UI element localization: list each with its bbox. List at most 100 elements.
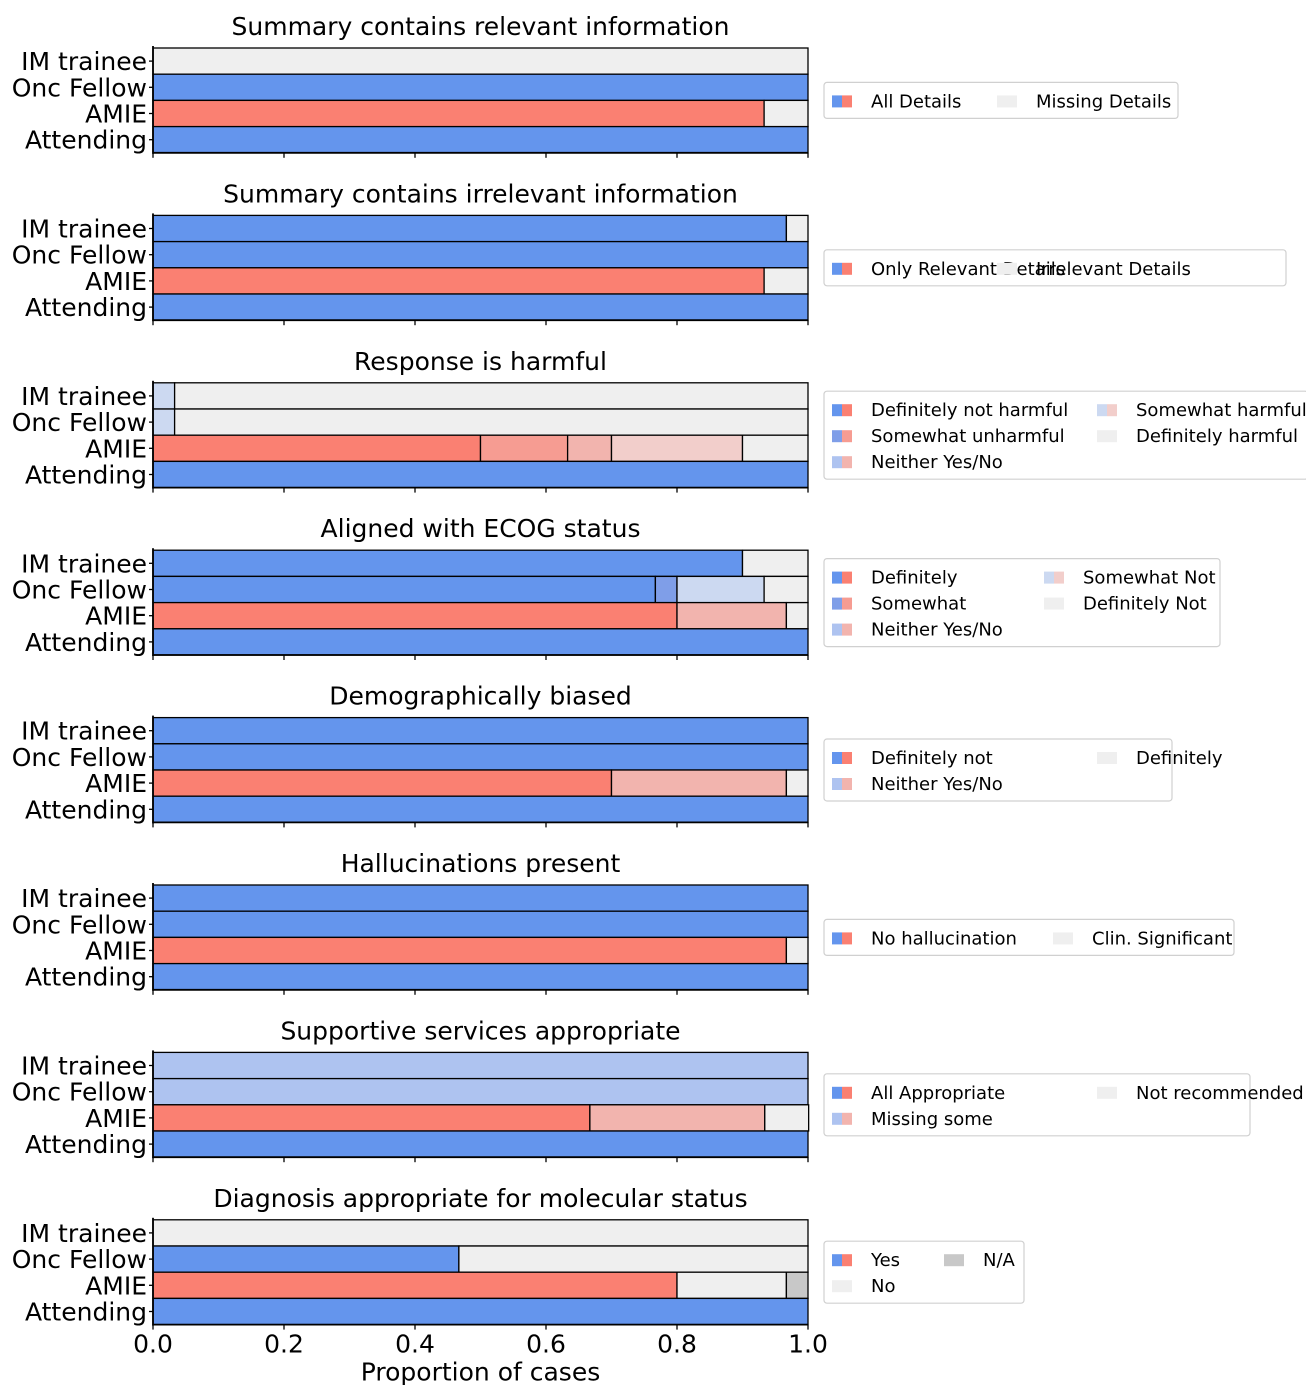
category-label: Attending — [25, 1130, 147, 1159]
legend-swatch — [842, 95, 852, 108]
legend-swatch — [832, 1086, 842, 1099]
legend-swatch — [842, 1280, 852, 1293]
x-tick-label: 0.2 — [264, 1330, 304, 1359]
legend-label: Somewhat Not — [1083, 568, 1216, 589]
legend-swatch — [832, 430, 842, 443]
chart-panel: Summary contains irrelevant information I… — [12, 179, 1287, 326]
bar-segment — [173, 408, 809, 436]
legend-label: Definitely — [871, 568, 958, 589]
category-label: AMIE — [85, 602, 147, 631]
category-label: Attending — [25, 461, 147, 490]
category-label: IM trainee — [21, 215, 147, 244]
category-label: IM trainee — [21, 884, 147, 913]
x-tick-label: 0.6 — [526, 1330, 566, 1359]
legend: No hallucination Clin. Significant — [823, 918, 1235, 957]
chart-panel: Summary contains relevant information IM … — [12, 12, 1179, 158]
panel-title: Demographically biased — [329, 682, 632, 711]
legend-label: Neither Yes/No — [871, 452, 1003, 473]
bar-segment — [763, 575, 809, 604]
legend-label: Clin. Significant — [1092, 928, 1232, 949]
bar-segment — [152, 408, 176, 436]
legend: Yes No N/A — [823, 1240, 1025, 1304]
category-label: Onc Fellow — [12, 576, 147, 605]
bar-segment — [152, 795, 809, 824]
bar-segment — [741, 549, 809, 578]
legend-label: Somewhat unharmful — [871, 426, 1065, 447]
legend-label: Definitely — [1136, 748, 1223, 769]
legend-label: Neither Yes/No — [871, 620, 1003, 641]
x-tick-label: 0.4 — [395, 1330, 435, 1359]
x-tick-label: 1.0 — [788, 1330, 828, 1359]
bar-segment — [152, 293, 809, 321]
legend-label: Somewhat — [871, 594, 966, 615]
bar-segment — [785, 769, 809, 797]
legend-swatch — [832, 262, 842, 275]
legend-swatch — [1063, 932, 1073, 945]
bar-segment — [152, 99, 765, 128]
bar-segment — [566, 434, 613, 463]
legend-label: Somewhat harmful — [1136, 400, 1306, 421]
category-label: IM trainee — [21, 1052, 147, 1081]
legend-label: Missing Details — [1036, 91, 1171, 112]
legend-swatch — [832, 456, 842, 469]
category-label: AMIE — [85, 1104, 147, 1133]
category-label: Onc Fellow — [12, 1078, 147, 1107]
legend: All Details Missing Details — [823, 81, 1179, 120]
category-label: IM trainee — [21, 717, 147, 746]
bar-segment — [152, 1297, 809, 1326]
bar-segment — [152, 47, 809, 75]
legend-swatch — [842, 623, 852, 636]
panel-title: Hallucinations present — [341, 849, 621, 878]
chart-panel: Supportive services appropriate IM traine… — [12, 1016, 1304, 1163]
legend-label: Not recommended — [1136, 1083, 1304, 1104]
legend-swatch — [842, 262, 852, 275]
bar-segment — [676, 601, 788, 630]
legend: All Appropriate Missing some Not recommend… — [823, 1073, 1304, 1137]
bar-segment — [152, 73, 809, 102]
bar-segment — [610, 769, 788, 797]
legend-label: Definitely Not — [1083, 594, 1207, 615]
legend-swatch — [842, 571, 852, 584]
bar-segment — [741, 434, 809, 463]
x-axis-label: Proportion of cases — [361, 1358, 600, 1385]
category-label: Attending — [25, 1298, 147, 1327]
legend-box — [823, 1240, 1025, 1304]
legend-swatch — [1107, 404, 1117, 417]
bar-segment — [152, 460, 809, 489]
category-label: Attending — [25, 963, 147, 992]
legend-label: Definitely harmful — [1136, 426, 1298, 447]
legend-label: Definitely not harmful — [871, 400, 1068, 421]
category-label: AMIE — [85, 769, 147, 798]
legend-swatch — [842, 1086, 852, 1099]
legend: Definitely not harmful Somewhat unharmful… — [823, 390, 1306, 480]
category-label: Onc Fellow — [12, 73, 147, 102]
legend-swatch — [1053, 932, 1063, 945]
category-label: Onc Fellow — [12, 1245, 147, 1274]
category-label: Attending — [25, 293, 147, 322]
panel-title: Aligned with ECOG status — [321, 514, 641, 543]
bar-segment — [152, 575, 657, 604]
category-label: AMIE — [85, 100, 147, 129]
legend-swatch — [842, 597, 852, 610]
legend-swatch — [832, 1280, 842, 1293]
legend-swatch — [832, 1254, 842, 1267]
category-label: AMIE — [85, 434, 147, 463]
chart-panel: Diagnosis appropriate for molecular stat… — [12, 1184, 1025, 1385]
legend-swatch — [1054, 571, 1064, 584]
legend-label: All Details — [871, 91, 961, 112]
legend-label: All Appropriate — [871, 1083, 1005, 1104]
bar-segment — [152, 267, 765, 295]
legend-swatch — [1097, 430, 1107, 443]
legend-swatch — [832, 623, 842, 636]
panel-title: Supportive services appropriate — [280, 1016, 680, 1045]
category-label: IM trainee — [21, 47, 147, 76]
category-label: Attending — [25, 126, 147, 155]
legend-box — [823, 249, 1287, 287]
legend-box — [823, 557, 1221, 648]
legend: Definitely Somewhat Neither Yes/No Somewhat… — [823, 557, 1221, 648]
legend-label: Definitely not — [871, 748, 993, 769]
bar-segment — [152, 962, 809, 991]
legend-swatch — [1054, 597, 1064, 610]
